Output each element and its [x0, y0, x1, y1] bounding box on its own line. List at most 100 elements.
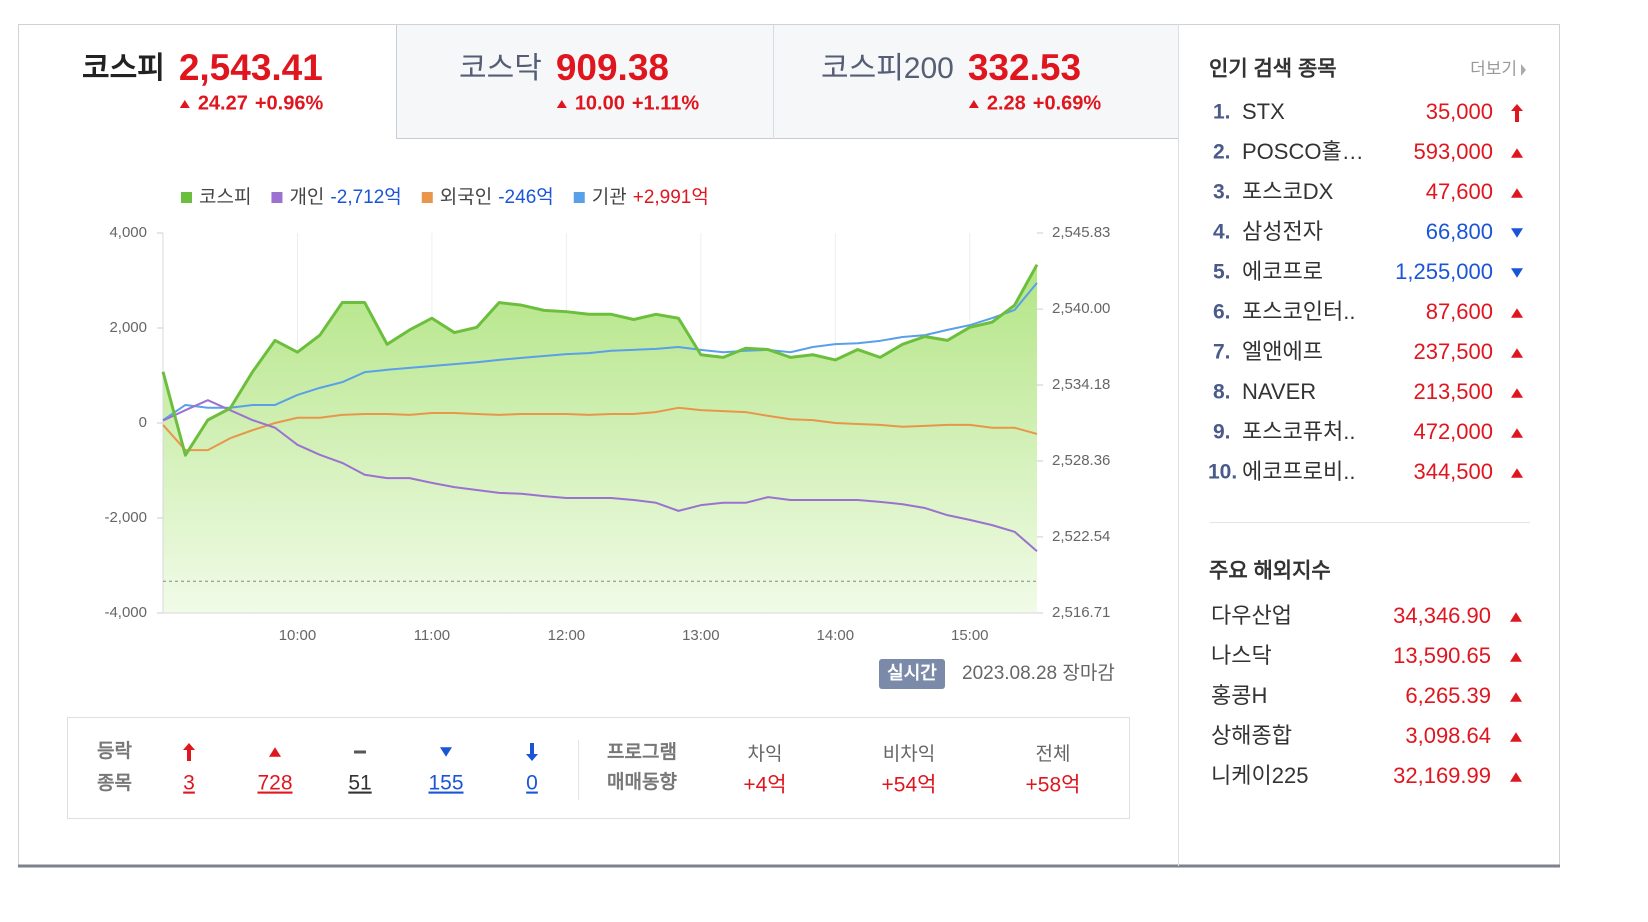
- popular-icon: [1511, 148, 1523, 158]
- popular-icon: [1511, 228, 1523, 238]
- overseas-icon: [1510, 612, 1522, 622]
- tab-value: 909.38: [556, 47, 669, 88]
- popular-price: 47,600: [1426, 179, 1493, 204]
- popular-name[interactable]: NAVER: [1242, 379, 1316, 404]
- popular-rank: 8.: [1213, 381, 1231, 404]
- popular-rank: 5.: [1213, 261, 1231, 284]
- overseas-value: 13,590.65: [1393, 643, 1491, 668]
- popular-rank: 2.: [1213, 141, 1231, 164]
- legend-swatch: [573, 192, 585, 203]
- tab-rate: +0.96%: [255, 92, 324, 114]
- tab-inactive-bg: [396, 24, 1178, 138]
- popular-icon: [1511, 468, 1523, 478]
- popular-icon: [1511, 104, 1523, 122]
- legend-name: 기관: [592, 186, 627, 208]
- x-tick-label: 13:00: [682, 627, 720, 644]
- popular-price: 472,000: [1413, 419, 1493, 444]
- realtime-badge-bg: [879, 659, 945, 689]
- popular-icon: [1511, 348, 1523, 358]
- overseas-icon: [1510, 692, 1522, 702]
- breadth-count[interactable]: 155: [428, 772, 463, 795]
- y-tick-label: -2,000: [104, 509, 147, 526]
- program-title: 프로그램: [607, 741, 677, 763]
- breadth-icon: [269, 747, 281, 757]
- y-tick-label: -4,000: [104, 604, 147, 621]
- overseas-title: 주요 해외지수: [1209, 560, 1331, 583]
- tab-name[interactable]: 코스닥: [459, 52, 542, 85]
- popular-name[interactable]: 에코프로비..: [1242, 459, 1355, 484]
- overseas-name[interactable]: 나스닥: [1211, 643, 1272, 668]
- breadth-count[interactable]: 0: [526, 772, 538, 795]
- popular-icon: [1511, 268, 1523, 278]
- legend-name: 외국인: [440, 186, 492, 208]
- popular-name[interactable]: STX: [1242, 99, 1285, 124]
- popular-name[interactable]: 에코프로: [1242, 259, 1323, 284]
- breadth-count[interactable]: 3: [183, 772, 195, 795]
- tab-change-icon: [179, 100, 190, 108]
- popular-icon: [1511, 308, 1523, 318]
- breadth-title: 종목: [97, 772, 132, 794]
- tab-change: 24.27: [198, 92, 248, 114]
- popular-name[interactable]: 삼성전자: [1242, 219, 1323, 244]
- y2-tick-label: 2,522.54: [1052, 528, 1110, 545]
- legend-value: -2,712억: [330, 186, 401, 208]
- popular-icon: [1511, 188, 1523, 198]
- x-tick-label: 14:00: [817, 627, 855, 644]
- breadth-count[interactable]: 51: [348, 772, 371, 795]
- program-label: 전체: [1036, 743, 1071, 765]
- tab-change-icon: [556, 100, 567, 108]
- y2-tick-label: 2,540.00: [1052, 300, 1110, 317]
- popular-name[interactable]: 포스코인터..: [1242, 299, 1355, 324]
- overseas-icon: [1510, 732, 1522, 742]
- breadth-icon: [526, 743, 538, 761]
- y-tick-label: 2,000: [109, 319, 147, 336]
- popular-name[interactable]: 포스코DX: [1242, 179, 1334, 204]
- popular-price: 1,255,000: [1395, 259, 1493, 284]
- popular-price: 593,000: [1413, 139, 1493, 164]
- overseas-name[interactable]: 다우산업: [1211, 603, 1292, 628]
- popular-price: 66,800: [1426, 219, 1493, 244]
- y2-tick-label: 2,534.18: [1052, 376, 1110, 393]
- popular-name[interactable]: 포스코퓨처..: [1242, 419, 1355, 444]
- tab-name[interactable]: 코스피200: [821, 52, 954, 85]
- program-value: +54억: [882, 774, 937, 797]
- popular-rank: 10.: [1208, 461, 1237, 484]
- popular-name[interactable]: 엘앤에프: [1242, 339, 1323, 364]
- program-value: +4억: [743, 774, 786, 797]
- x-tick-label: 15:00: [951, 627, 989, 644]
- legend-value: +2,991억: [633, 186, 709, 208]
- overseas-value: 6,265.39: [1405, 683, 1491, 708]
- series-line: [162, 282, 1038, 421]
- overseas-name[interactable]: 상해종합: [1211, 723, 1292, 748]
- overseas-value: 32,169.99: [1393, 763, 1491, 788]
- popular-icon: [1511, 388, 1523, 398]
- popular-rank: 7.: [1213, 341, 1231, 364]
- breadth-count[interactable]: 728: [257, 772, 292, 795]
- more-link[interactable]: 더보기: [1470, 59, 1517, 78]
- more-icon: [1521, 64, 1526, 76]
- tab-name[interactable]: 코스피: [82, 52, 165, 85]
- popular-price: 213,500: [1413, 379, 1493, 404]
- area-fill: [163, 264, 1037, 613]
- popular-price: 237,500: [1413, 339, 1493, 364]
- program-label: 비차익: [883, 743, 935, 765]
- overseas-name[interactable]: 니케이225: [1211, 763, 1308, 788]
- y2-tick-label: 2,516.71: [1052, 604, 1110, 621]
- popular-rank: 1.: [1213, 101, 1231, 124]
- popular-icon: [1511, 428, 1523, 438]
- series-line: [162, 406, 1038, 452]
- legend-name: 코스피: [199, 186, 251, 208]
- overseas-name[interactable]: 홍콩H: [1211, 683, 1267, 708]
- program-value: +58억: [1026, 774, 1081, 797]
- popular-rank: 3.: [1213, 181, 1231, 204]
- tab-value: 332.53: [968, 47, 1081, 88]
- x-tick-label: 10:00: [279, 627, 317, 644]
- popular-title: 인기 검색 종목: [1209, 58, 1337, 81]
- popular-name[interactable]: POSCO홀…: [1242, 139, 1364, 164]
- y-tick-label: 0: [139, 414, 147, 431]
- chart-date: 2023.08.28 장마감: [962, 662, 1115, 684]
- breadth-title: 등락: [97, 740, 132, 762]
- tab-change: 10.00: [575, 92, 625, 114]
- overseas-value: 3,098.64: [1405, 723, 1491, 748]
